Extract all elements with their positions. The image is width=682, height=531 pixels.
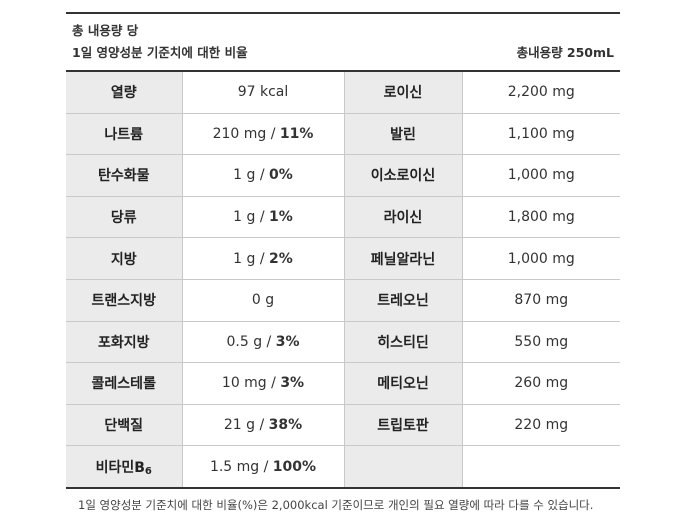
amino-acid-value: 2,200 mg	[461, 72, 620, 114]
nutrient-label: 열량	[66, 72, 182, 114]
nutrient-percent: 1%	[269, 209, 293, 226]
nutrient-amount: 1 g /	[233, 209, 270, 226]
nutrient-value: 0.5 g / 3%	[181, 321, 345, 364]
nutrition-header: 총 내용량 당 1일 영양성분 기준치에 대한 비율 총내용량 250mL	[66, 12, 620, 72]
table-row: 콜레스테롤 10 mg / 3% 메티오닌 260 mg	[66, 362, 620, 405]
nutrient-percent: 3%	[280, 375, 305, 392]
amino-acid-label: 트립토판	[344, 404, 462, 447]
table-row: 당류 1 g / 1% 라이신 1,800 mg	[66, 196, 620, 239]
nutrient-label: 탄수화물	[66, 154, 182, 197]
nutrient-value: 1 g / 2%	[181, 237, 345, 280]
nutrient-amount: 21 g /	[223, 417, 269, 434]
nutrient-percent: 3%	[275, 333, 300, 350]
nutrition-table: 열량 97 kcal 로이신 2,200 mg 나트륨 210 mg / 11%…	[66, 72, 620, 489]
nutrient-amount: 210 mg /	[212, 125, 280, 142]
nutrient-value: 0 g	[181, 279, 345, 322]
amino-acid-label: 히스티딘	[344, 321, 462, 364]
vitamin-label-subscript: 6	[144, 465, 152, 477]
table-row: 열량 97 kcal 로이신 2,200 mg	[66, 72, 620, 114]
nutrient-label: 나트륨	[66, 113, 182, 156]
nutrient-amount: 1 g /	[233, 167, 270, 184]
nutrient-value: 1.5 mg / 100%	[181, 445, 345, 489]
nutrient-amount: 97 kcal	[237, 84, 289, 101]
empty-label-cell	[344, 445, 462, 489]
nutrition-facts-panel: 총 내용량 당 1일 영양성분 기준치에 대한 비율 총내용량 250mL 열량…	[66, 12, 620, 489]
nutrient-value: 10 mg / 3%	[181, 362, 345, 405]
amino-acid-value: 260 mg	[461, 362, 620, 405]
amino-acid-value: 1,000 mg	[461, 154, 620, 197]
amino-acid-label: 트레오닌	[344, 279, 462, 322]
empty-value-cell	[461, 445, 620, 489]
header-daily-value-note: 1일 영양성분 기준치에 대한 비율	[72, 45, 248, 60]
nutrient-amount: 0 g	[251, 292, 275, 309]
footnote: 1일 영양성분 기준치에 대한 비율(%)은 2,000kcal 기준이므로 개…	[78, 498, 594, 512]
nutrient-label: 트랜스지방	[66, 279, 182, 322]
table-row: 지방 1 g / 2% 페닐알라닌 1,000 mg	[66, 237, 620, 280]
nutrient-label: 포화지방	[66, 321, 182, 364]
amino-acid-value: 550 mg	[461, 321, 620, 364]
vitamin-label-main: 비타민B	[95, 459, 145, 476]
nutrient-percent: 38%	[268, 417, 303, 434]
table-row: 트랜스지방 0 g 트레오닌 870 mg	[66, 279, 620, 322]
amino-acid-label: 라이신	[344, 196, 462, 239]
header-serving-basis: 총 내용량 당	[72, 23, 139, 38]
nutrient-value: 21 g / 38%	[181, 404, 345, 447]
nutrient-amount: 0.5 g /	[226, 333, 276, 350]
amino-acid-label: 로이신	[344, 72, 462, 114]
amino-acid-value: 1,000 mg	[461, 237, 620, 280]
amino-acid-value: 1,800 mg	[461, 196, 620, 239]
nutrient-label: 콜레스테롤	[66, 362, 182, 405]
nutrient-percent: 0%	[269, 167, 293, 184]
amino-acid-label: 메티오닌	[344, 362, 462, 405]
table-row: 단백질 21 g / 38% 트립토판 220 mg	[66, 404, 620, 447]
amino-acid-value: 870 mg	[461, 279, 620, 322]
nutrient-label: 단백질	[66, 404, 182, 447]
nutrient-value: 1 g / 1%	[181, 196, 345, 239]
table-row: 나트륨 210 mg / 11% 발린 1,100 mg	[66, 113, 620, 156]
nutrient-label: 비타민B6	[66, 445, 182, 489]
amino-acid-value: 220 mg	[461, 404, 620, 447]
nutrient-label: 지방	[66, 237, 182, 280]
nutrient-percent: 11%	[279, 125, 314, 142]
nutrient-value: 97 kcal	[181, 72, 345, 114]
table-row: 비타민B6 1.5 mg / 100%	[66, 445, 620, 489]
amino-acid-label: 페닐알라닌	[344, 237, 462, 280]
table-row: 포화지방 0.5 g / 3% 히스티딘 550 mg	[66, 321, 620, 364]
table-row: 탄수화물 1 g / 0% 이소로이신 1,000 mg	[66, 154, 620, 197]
nutrient-label: 당류	[66, 196, 182, 239]
header-total-volume: 총내용량 250mL	[516, 45, 614, 60]
amino-acid-label: 이소로이신	[344, 154, 462, 197]
nutrient-percent: 2%	[269, 250, 293, 267]
nutrient-amount: 1 g /	[233, 250, 270, 267]
nutrient-value: 1 g / 0%	[181, 154, 345, 197]
nutrient-amount: 1.5 mg /	[209, 458, 273, 475]
amino-acid-value: 1,100 mg	[461, 113, 620, 156]
nutrient-percent: 100%	[272, 458, 317, 475]
amino-acid-label: 발린	[344, 113, 462, 156]
nutrient-value: 210 mg / 11%	[181, 113, 345, 156]
nutrient-amount: 10 mg /	[221, 375, 281, 392]
